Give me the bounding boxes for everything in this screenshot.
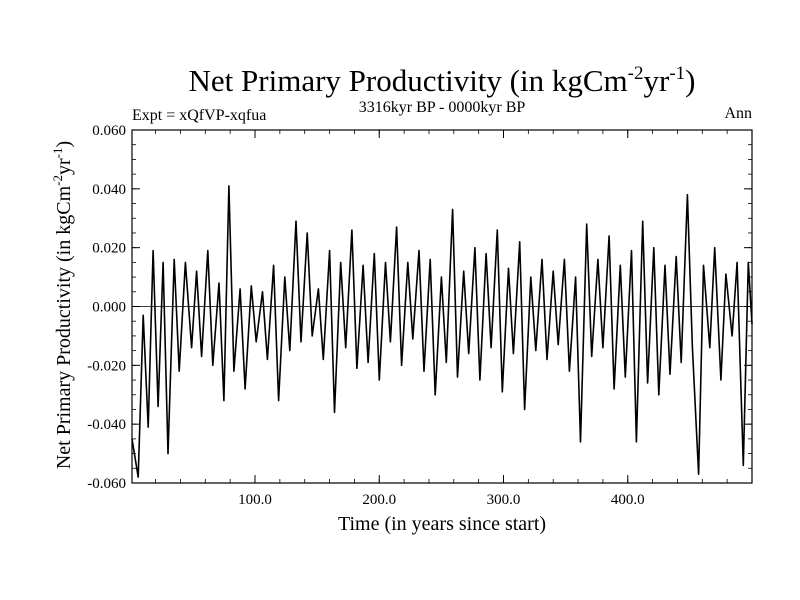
x-tick-label: 100.0	[238, 492, 272, 508]
y-tick-label: 0.000	[92, 300, 126, 316]
y-tick-label: -0.060	[87, 476, 126, 492]
chart-title: Net Primary Productivity (in kgCm-2yr-1)	[189, 63, 696, 98]
chart-title-main: Net Primary Productivity (in kgCm	[189, 63, 628, 98]
x-tick-label: 200.0	[362, 492, 396, 508]
chart-title-mid: yr	[643, 63, 670, 98]
y-tick-label: -0.040	[87, 417, 126, 433]
y-tick-label: -0.020	[87, 358, 126, 374]
chart-title-sup2: -1	[669, 63, 685, 84]
x-axis-label: Time (in years since start)	[338, 513, 546, 535]
series-line	[131, 185, 753, 478]
experiment-label: Expt = xQfVP-xqfua	[132, 107, 266, 124]
y-axis-label-main: Net Primary Productivity (in kgCm	[53, 185, 75, 469]
y-tick-label: 0.040	[92, 182, 126, 198]
season-label: Ann	[724, 105, 752, 122]
chart-title-sup1: -2	[628, 63, 644, 84]
x-tick-label: 400.0	[611, 492, 645, 508]
y-axis-label-end: )	[53, 141, 75, 148]
y-axis-label-sup2: -1	[50, 148, 65, 159]
y-tick-label: 0.020	[92, 241, 126, 257]
x-axis-ticks: 100.0 200.0 300.0 400.0	[155, 130, 728, 508]
y-axis-label: Net Primary Productivity (in kgCm-2yr-1)	[50, 141, 75, 469]
plot-area	[131, 129, 753, 484]
y-tick-label: 0.060	[92, 123, 126, 139]
period-label: 3316kyr BP - 0000kyr BP	[359, 99, 526, 116]
chart-title-end: )	[685, 63, 695, 98]
y-axis-label-mid: yr	[53, 158, 75, 175]
y-axis-label-sup1: -2	[50, 175, 65, 186]
y-axis-ticks: -0.060 -0.040 -0.020 0.000 0.020 0.040 0.060	[87, 123, 752, 492]
x-tick-label: 300.0	[487, 492, 521, 508]
